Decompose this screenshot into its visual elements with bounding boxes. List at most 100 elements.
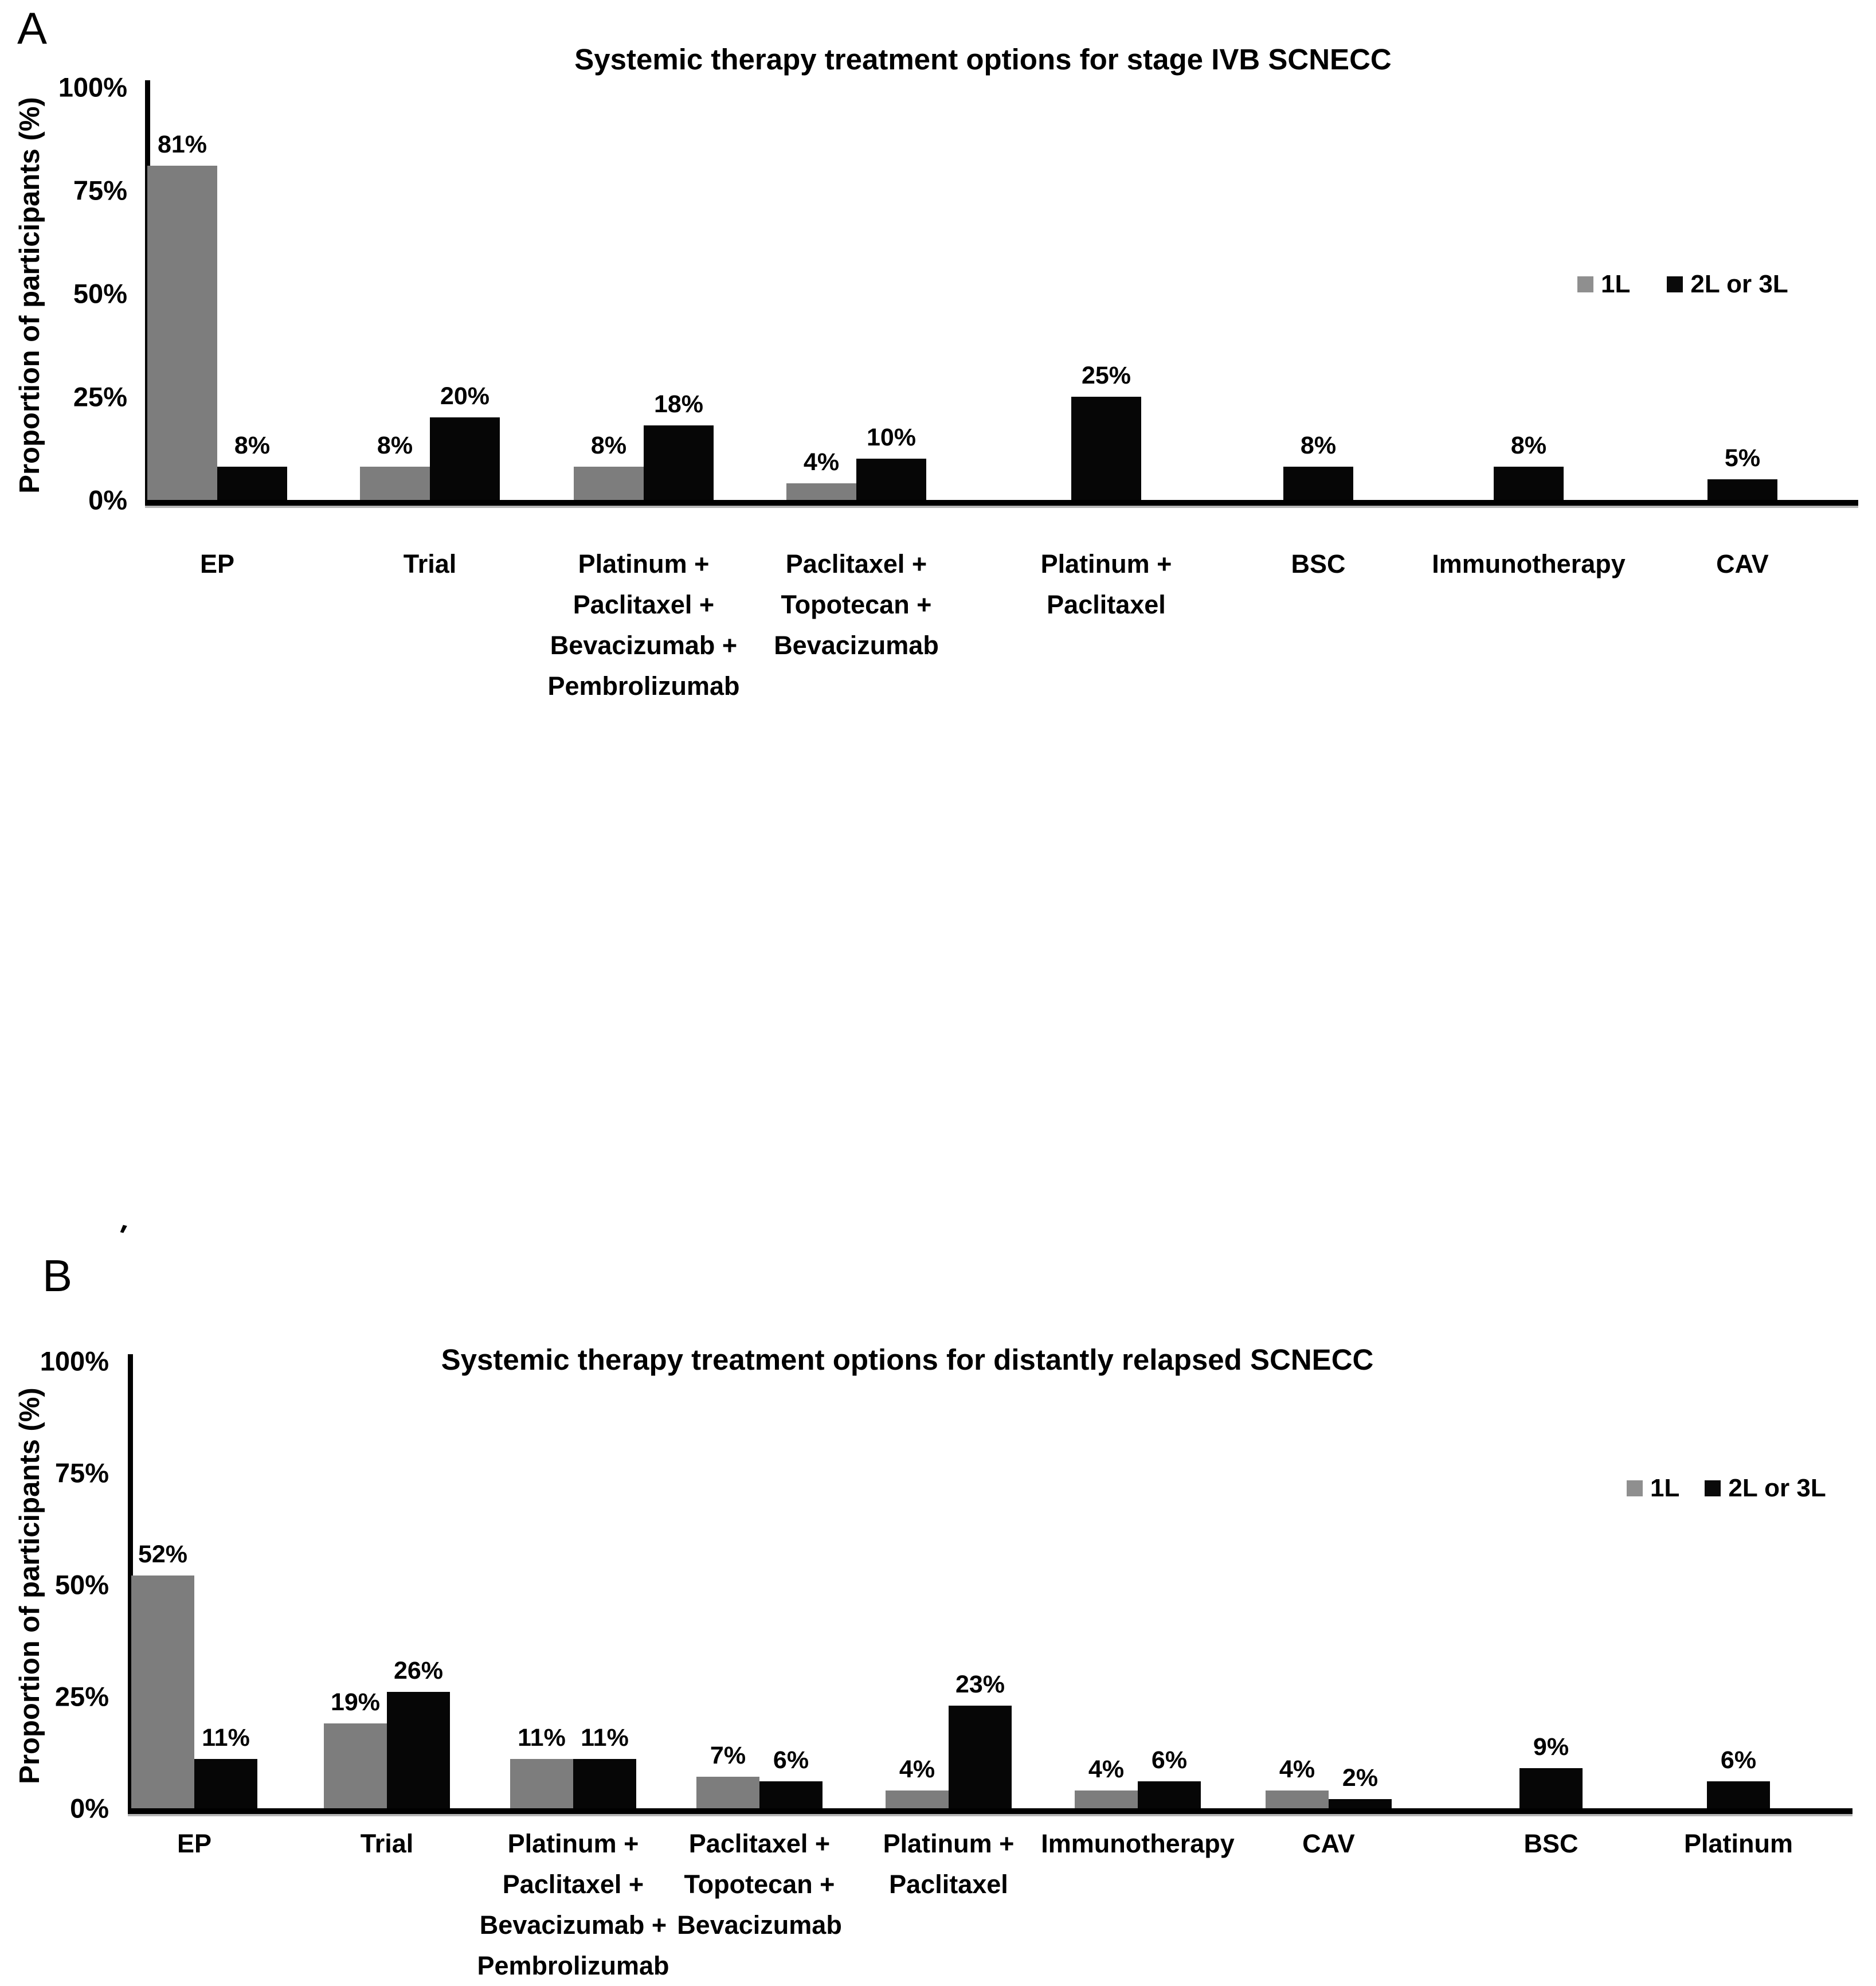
category-label: Paclitaxel + Topotecan + Bevacizumab	[736, 544, 977, 666]
category-label-line: Platinum	[1683, 1829, 1793, 1858]
category-label: CAV	[1622, 544, 1863, 584]
bar-value-label: 81%	[157, 131, 207, 158]
legend-label: 2L or 3L	[1728, 1474, 1826, 1502]
category-label-line: Paclitaxel	[1047, 590, 1166, 619]
bar-1l	[786, 483, 856, 500]
bar-value-label: 8%	[234, 432, 271, 459]
category-label-line: Bevacizumab	[774, 631, 939, 660]
category-label-line: Bevacizumab +	[550, 631, 738, 660]
y-tick-label: 0%	[70, 1793, 109, 1824]
bar-value-label: 25%	[1081, 362, 1131, 389]
bar-value-label: 8%	[590, 432, 627, 459]
category-label-line: Paclitaxel +	[573, 590, 715, 619]
panel-letter: B	[42, 1250, 73, 1301]
bar-1l	[131, 1575, 194, 1808]
bar-1l	[696, 1777, 759, 1808]
bar-value-label: 9%	[1533, 1733, 1569, 1761]
legend-item: 1L	[1577, 272, 1630, 297]
y-tick-label: 25%	[73, 381, 127, 412]
bar-value-label: 26%	[393, 1657, 444, 1684]
legend-label: 1L	[1601, 270, 1631, 298]
bar-value-label: 8%	[377, 432, 413, 459]
bar-2l3l	[1494, 467, 1564, 500]
category-label: Platinum	[1618, 1823, 1859, 1864]
category-label-line: Trial	[403, 549, 457, 578]
bar-2l3l	[1707, 479, 1777, 500]
bar-1l	[1266, 1790, 1329, 1808]
bar-1l	[1075, 1790, 1138, 1808]
bar-2l3l	[1138, 1781, 1201, 1808]
panel-b: B Systemic therapy treatment options for …	[0, 625, 1876, 1980]
bar-1l	[147, 166, 217, 500]
bar-value-label: 11%	[202, 1724, 250, 1752]
y-tick-label: 75%	[73, 175, 127, 206]
bar-value-label: 4%	[803, 448, 840, 476]
category-label-line: Bevacizumab	[677, 1910, 842, 1940]
category-label-line: Paclitaxel	[889, 1870, 1008, 1899]
category-label: BSC	[1198, 544, 1439, 584]
bar-2l3l	[759, 1781, 823, 1808]
chart-title: Systemic therapy treatment options for s…	[574, 43, 1392, 76]
category-label-line: CAV	[1302, 1829, 1355, 1858]
x-axis-line	[128, 1808, 1852, 1814]
category-label: Trial	[310, 544, 550, 584]
bar-2l3l	[1519, 1768, 1583, 1808]
bar-value-label: 5%	[1724, 444, 1761, 472]
legend-swatch-2l3l	[1705, 1480, 1721, 1496]
bar-value-label: 18%	[653, 390, 704, 418]
bar-2l3l	[573, 1759, 636, 1808]
bar-1l	[510, 1759, 573, 1808]
category-label-line: Paclitaxel +	[785, 549, 927, 578]
legend: 1L 2L or 3L	[1627, 1476, 1826, 1501]
legend-item: 2L or 3L	[1705, 1476, 1826, 1501]
bar-2l3l	[194, 1759, 257, 1808]
bar-2l3l	[217, 467, 287, 500]
legend-swatch-1l	[1577, 276, 1593, 292]
bar-value-label: 8%	[1510, 432, 1547, 459]
bar-2l3l	[1071, 397, 1141, 500]
bar-1l	[324, 1723, 387, 1808]
bar-1l	[360, 467, 430, 500]
bar-2l3l	[430, 417, 500, 500]
category-label: Platinum + Paclitaxel + Bevacizumab + Pembr…	[523, 544, 764, 706]
category-label-line: EP	[199, 549, 235, 578]
legend-item: 2L or 3L	[1667, 272, 1788, 297]
bar-value-label: 2%	[1342, 1764, 1378, 1792]
legend-swatch-1l	[1627, 1480, 1643, 1496]
category-label: Platinum + Paclitaxel	[986, 544, 1227, 625]
category-label-line: Topotecan +	[781, 590, 932, 619]
bar-1l	[574, 467, 644, 500]
panel-letter: A	[17, 3, 48, 53]
category-label-line: CAV	[1716, 549, 1769, 578]
category-label: EP	[97, 544, 338, 584]
bar-2l3l	[1707, 1781, 1770, 1808]
bar-value-label: 23%	[955, 1671, 1005, 1698]
y-tick-label: 100%	[40, 1346, 109, 1377]
y-tick-label: 0%	[88, 484, 127, 515]
legend: 1L 2L or 3L	[1577, 272, 1788, 297]
bar-value-label: 10%	[866, 424, 917, 451]
bar-value-label: 8%	[1300, 432, 1337, 459]
category-label-line: Platinum +	[578, 549, 710, 578]
bar-2l3l	[387, 1692, 450, 1808]
y-tick-label: 25%	[54, 1681, 109, 1712]
category-label-line: Immunotherapy	[1432, 549, 1626, 578]
y-tick-label: 75%	[54, 1457, 109, 1488]
y-tick-label: 100%	[58, 72, 127, 103]
category-label-line: Pembrolizumab	[547, 671, 740, 701]
x-axis-line	[145, 500, 1858, 506]
category-label: Immunotherapy	[1408, 544, 1649, 584]
chart-title: Systemic therapy treatment options for d…	[441, 1343, 1374, 1376]
bar-2l3l	[1329, 1799, 1392, 1808]
bar-2l3l	[644, 425, 714, 500]
category-label: CAV	[1208, 1823, 1449, 1864]
bar-value-label: 20%	[440, 382, 490, 410]
panel-a: A Systemic therapy treatment options for …	[0, 0, 1876, 717]
legend-item: 1L	[1627, 1476, 1679, 1501]
bar-2l3l	[949, 1706, 1012, 1808]
bar-1l	[886, 1790, 949, 1808]
legend-swatch-2l3l	[1667, 276, 1683, 292]
y-tick-label: 50%	[73, 278, 127, 309]
bar-2l3l	[856, 459, 926, 500]
